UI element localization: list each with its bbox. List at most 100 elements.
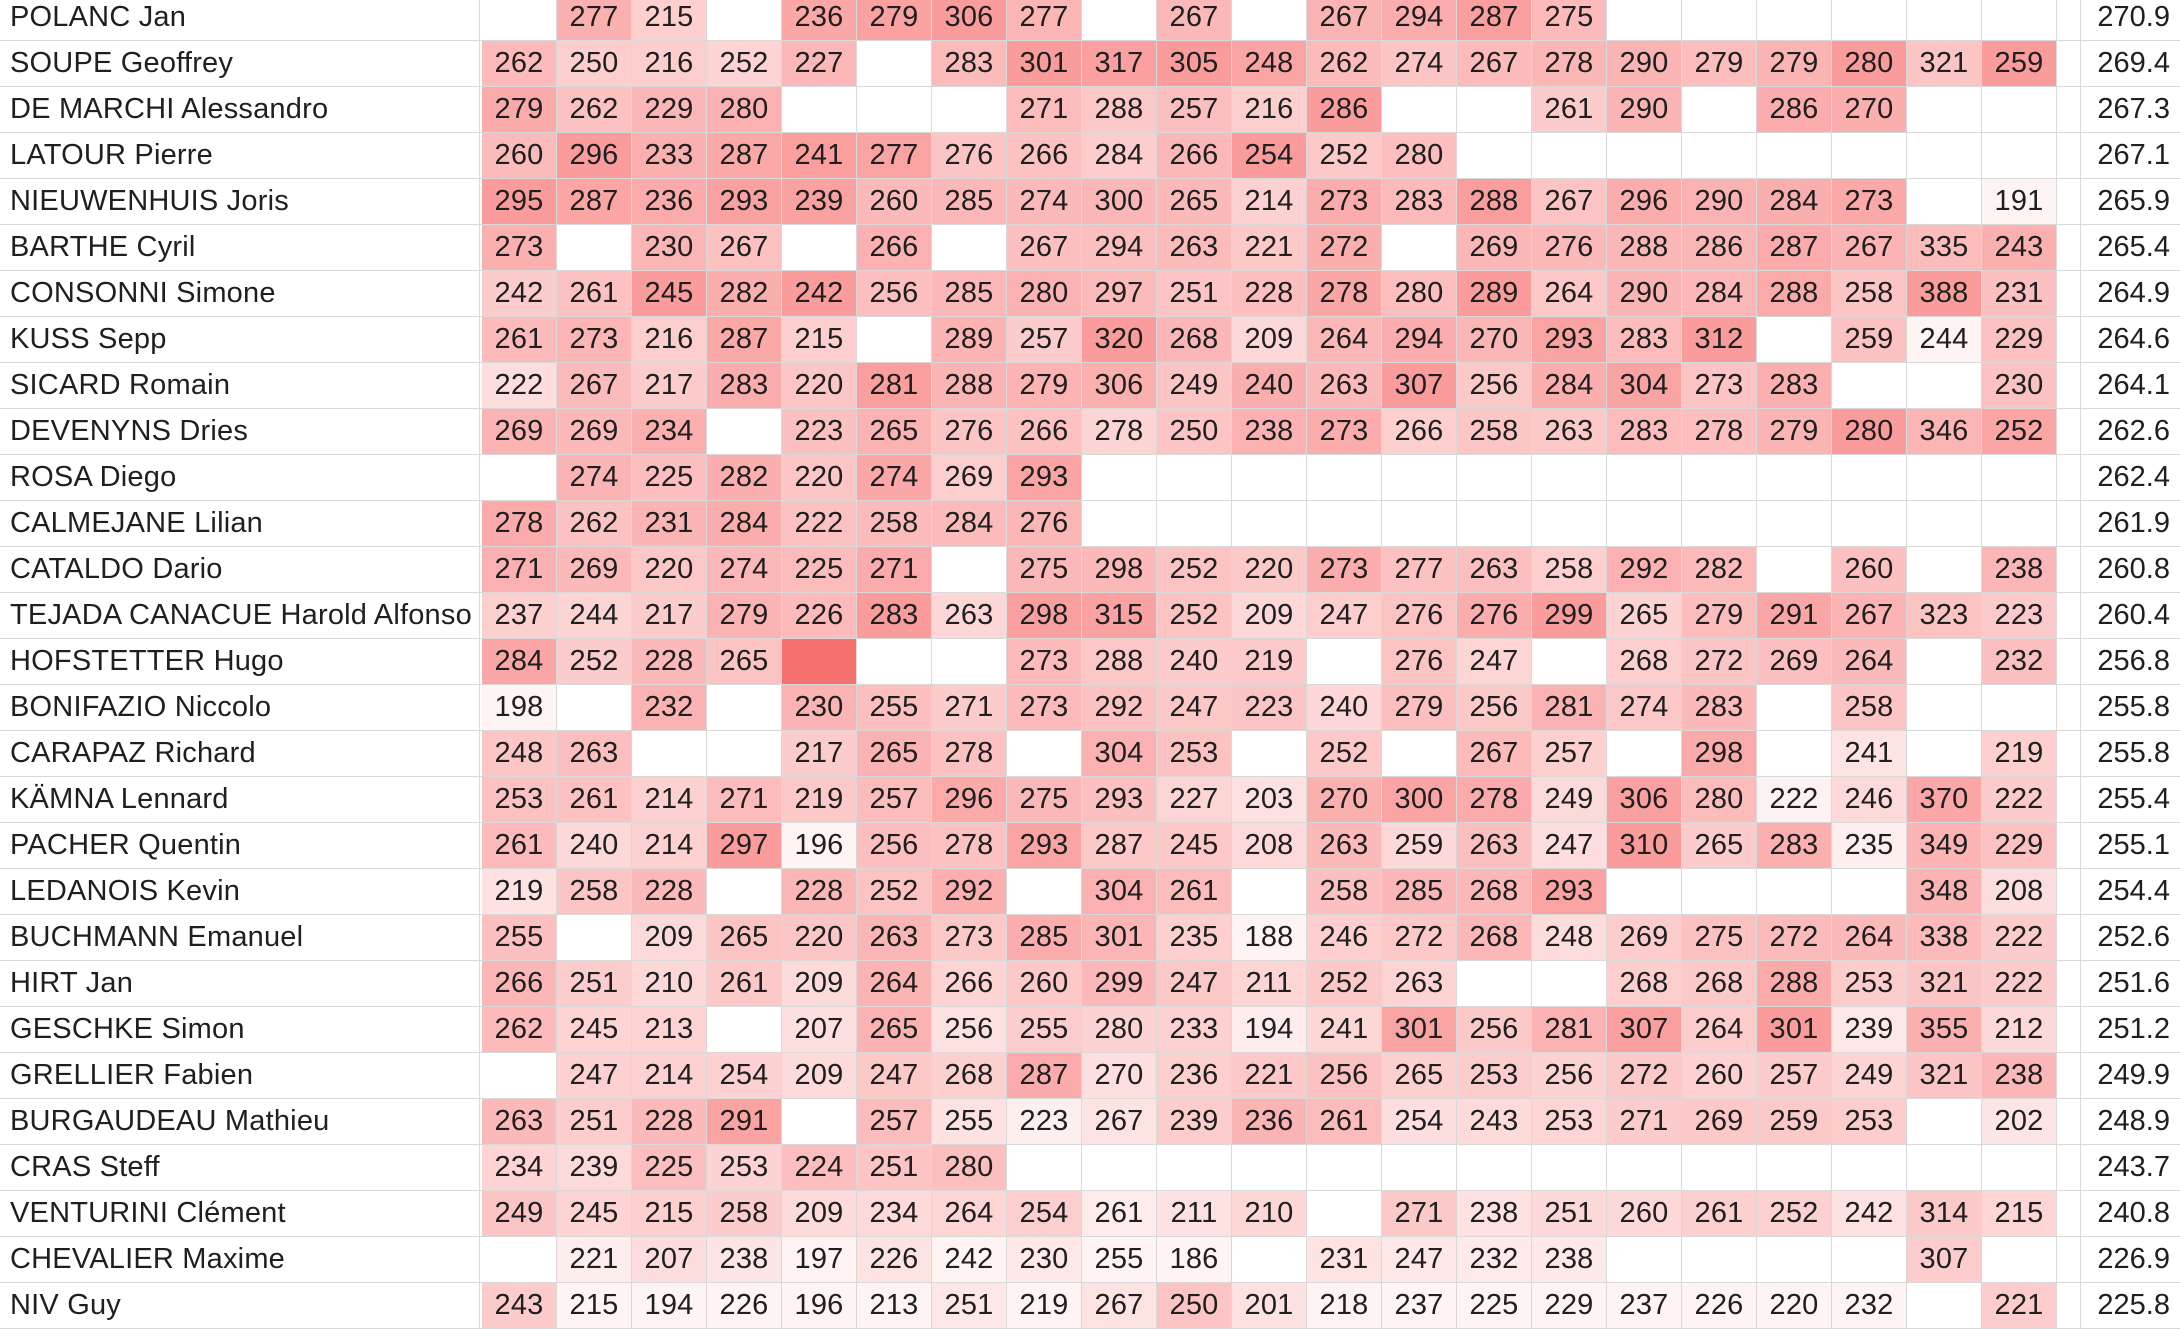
value-cell[interactable] <box>1607 1237 1682 1282</box>
value-cell[interactable]: 226 <box>707 1283 782 1328</box>
value-cell[interactable]: 270 <box>1082 1053 1157 1098</box>
value-cell[interactable]: 249 <box>482 1191 557 1236</box>
value-cell[interactable] <box>1532 133 1607 178</box>
value-cell[interactable]: 245 <box>1157 823 1232 868</box>
value-cell[interactable]: 222 <box>1982 961 2057 1006</box>
value-cell[interactable]: 298 <box>1682 731 1757 776</box>
value-cell[interactable]: 250 <box>557 41 632 86</box>
value-cell[interactable]: 196 <box>782 823 857 868</box>
value-cell[interactable]: 253 <box>1457 1053 1532 1098</box>
value-cell[interactable]: 288 <box>1082 87 1157 132</box>
value-cell[interactable] <box>707 1007 782 1052</box>
value-cell[interactable]: 274 <box>1382 41 1457 86</box>
value-cell[interactable]: 256 <box>1532 1053 1607 1098</box>
value-cell[interactable] <box>1382 87 1457 132</box>
value-cell[interactable]: 251 <box>557 961 632 1006</box>
value-cell[interactable] <box>1532 961 1607 1006</box>
average-cell[interactable]: 262.6 <box>2080 409 2180 454</box>
value-cell[interactable]: 267 <box>1007 225 1082 270</box>
value-cell[interactable] <box>1607 1145 1682 1190</box>
value-cell[interactable]: 306 <box>1607 777 1682 822</box>
value-cell[interactable]: 247 <box>557 1053 632 1098</box>
value-cell[interactable]: 270 <box>1457 317 1532 362</box>
value-cell[interactable]: 280 <box>1082 1007 1157 1052</box>
value-cell[interactable]: 265 <box>857 731 932 776</box>
value-cell[interactable]: 287 <box>1007 1053 1082 1098</box>
value-cell[interactable]: 245 <box>632 271 707 316</box>
value-cell[interactable]: 232 <box>1457 1237 1532 1282</box>
value-cell[interactable]: 261 <box>482 823 557 868</box>
value-cell[interactable]: 349 <box>1907 823 1982 868</box>
value-cell[interactable]: 234 <box>632 409 707 454</box>
value-cell[interactable]: 256 <box>1457 363 1532 408</box>
value-cell[interactable]: 249 <box>1532 777 1607 822</box>
value-cell[interactable]: 247 <box>1157 961 1232 1006</box>
value-cell[interactable]: 288 <box>1757 271 1832 316</box>
value-cell[interactable]: 235 <box>1832 823 1907 868</box>
value-cell[interactable]: 223 <box>1982 593 2057 638</box>
value-cell[interactable]: 294 <box>1382 0 1457 40</box>
value-cell[interactable] <box>1982 133 2057 178</box>
value-cell[interactable]: 294 <box>1082 225 1157 270</box>
value-cell[interactable]: 280 <box>1832 409 1907 454</box>
value-cell[interactable]: 264 <box>1832 915 1907 960</box>
value-cell[interactable]: 246 <box>1832 777 1907 822</box>
value-cell[interactable]: 271 <box>932 685 1007 730</box>
value-cell[interactable]: 217 <box>782 731 857 776</box>
rider-name-cell[interactable]: SICARD Romain <box>0 363 480 408</box>
value-cell[interactable]: 265 <box>707 915 782 960</box>
value-cell[interactable]: 244 <box>1907 317 1982 362</box>
value-cell[interactable]: 258 <box>1832 685 1907 730</box>
value-cell[interactable] <box>482 1053 557 1098</box>
value-cell[interactable]: 251 <box>557 1099 632 1144</box>
value-cell[interactable] <box>1457 1145 1532 1190</box>
value-cell[interactable]: 209 <box>1232 317 1307 362</box>
value-cell[interactable]: 287 <box>1757 225 1832 270</box>
value-cell[interactable]: 252 <box>557 639 632 684</box>
value-cell[interactable]: 237 <box>1382 1283 1457 1328</box>
value-cell[interactable]: 232 <box>1832 1283 1907 1328</box>
value-cell[interactable]: 284 <box>482 639 557 684</box>
value-cell[interactable]: 275 <box>1007 777 1082 822</box>
value-cell[interactable]: 273 <box>1832 179 1907 224</box>
value-cell[interactable]: 269 <box>557 409 632 454</box>
value-cell[interactable]: 268 <box>1457 915 1532 960</box>
average-cell[interactable]: 255.8 <box>2080 731 2180 776</box>
value-cell[interactable] <box>1082 0 1157 40</box>
value-cell[interactable]: 220 <box>782 455 857 500</box>
value-cell[interactable]: 221 <box>557 1237 632 1282</box>
value-cell[interactable] <box>1982 501 2057 546</box>
value-cell[interactable]: 252 <box>857 869 932 914</box>
value-cell[interactable] <box>857 639 932 684</box>
value-cell[interactable]: 260 <box>1007 961 1082 1006</box>
value-cell[interactable]: 281 <box>1532 1007 1607 1052</box>
value-cell[interactable]: 208 <box>1232 823 1307 868</box>
value-cell[interactable] <box>782 639 857 684</box>
rider-name-cell[interactable]: HIRT Jan <box>0 961 480 1006</box>
value-cell[interactable]: 229 <box>1982 823 2057 868</box>
value-cell[interactable]: 239 <box>1832 1007 1907 1052</box>
value-cell[interactable] <box>1007 869 1082 914</box>
average-cell[interactable]: 251.2 <box>2080 1007 2180 1052</box>
value-cell[interactable]: 230 <box>1007 1237 1082 1282</box>
rider-name-cell[interactable]: LATOUR Pierre <box>0 133 480 178</box>
average-cell[interactable]: 254.4 <box>2080 869 2180 914</box>
value-cell[interactable]: 277 <box>1007 0 1082 40</box>
value-cell[interactable]: 268 <box>932 1053 1007 1098</box>
value-cell[interactable]: 247 <box>857 1053 932 1098</box>
value-cell[interactable] <box>1907 0 1982 40</box>
value-cell[interactable]: 240 <box>1232 363 1307 408</box>
value-cell[interactable]: 335 <box>1907 225 1982 270</box>
value-cell[interactable]: 258 <box>1532 547 1607 592</box>
value-cell[interactable]: 274 <box>707 547 782 592</box>
value-cell[interactable]: 274 <box>1607 685 1682 730</box>
value-cell[interactable]: 276 <box>1007 501 1082 546</box>
value-cell[interactable]: 214 <box>632 1053 707 1098</box>
value-cell[interactable]: 293 <box>1007 823 1082 868</box>
value-cell[interactable]: 256 <box>1457 685 1532 730</box>
value-cell[interactable]: 232 <box>632 685 707 730</box>
value-cell[interactable]: 240 <box>557 823 632 868</box>
value-cell[interactable]: 261 <box>1682 1191 1757 1236</box>
value-cell[interactable]: 188 <box>1232 915 1307 960</box>
value-cell[interactable]: 282 <box>707 455 782 500</box>
